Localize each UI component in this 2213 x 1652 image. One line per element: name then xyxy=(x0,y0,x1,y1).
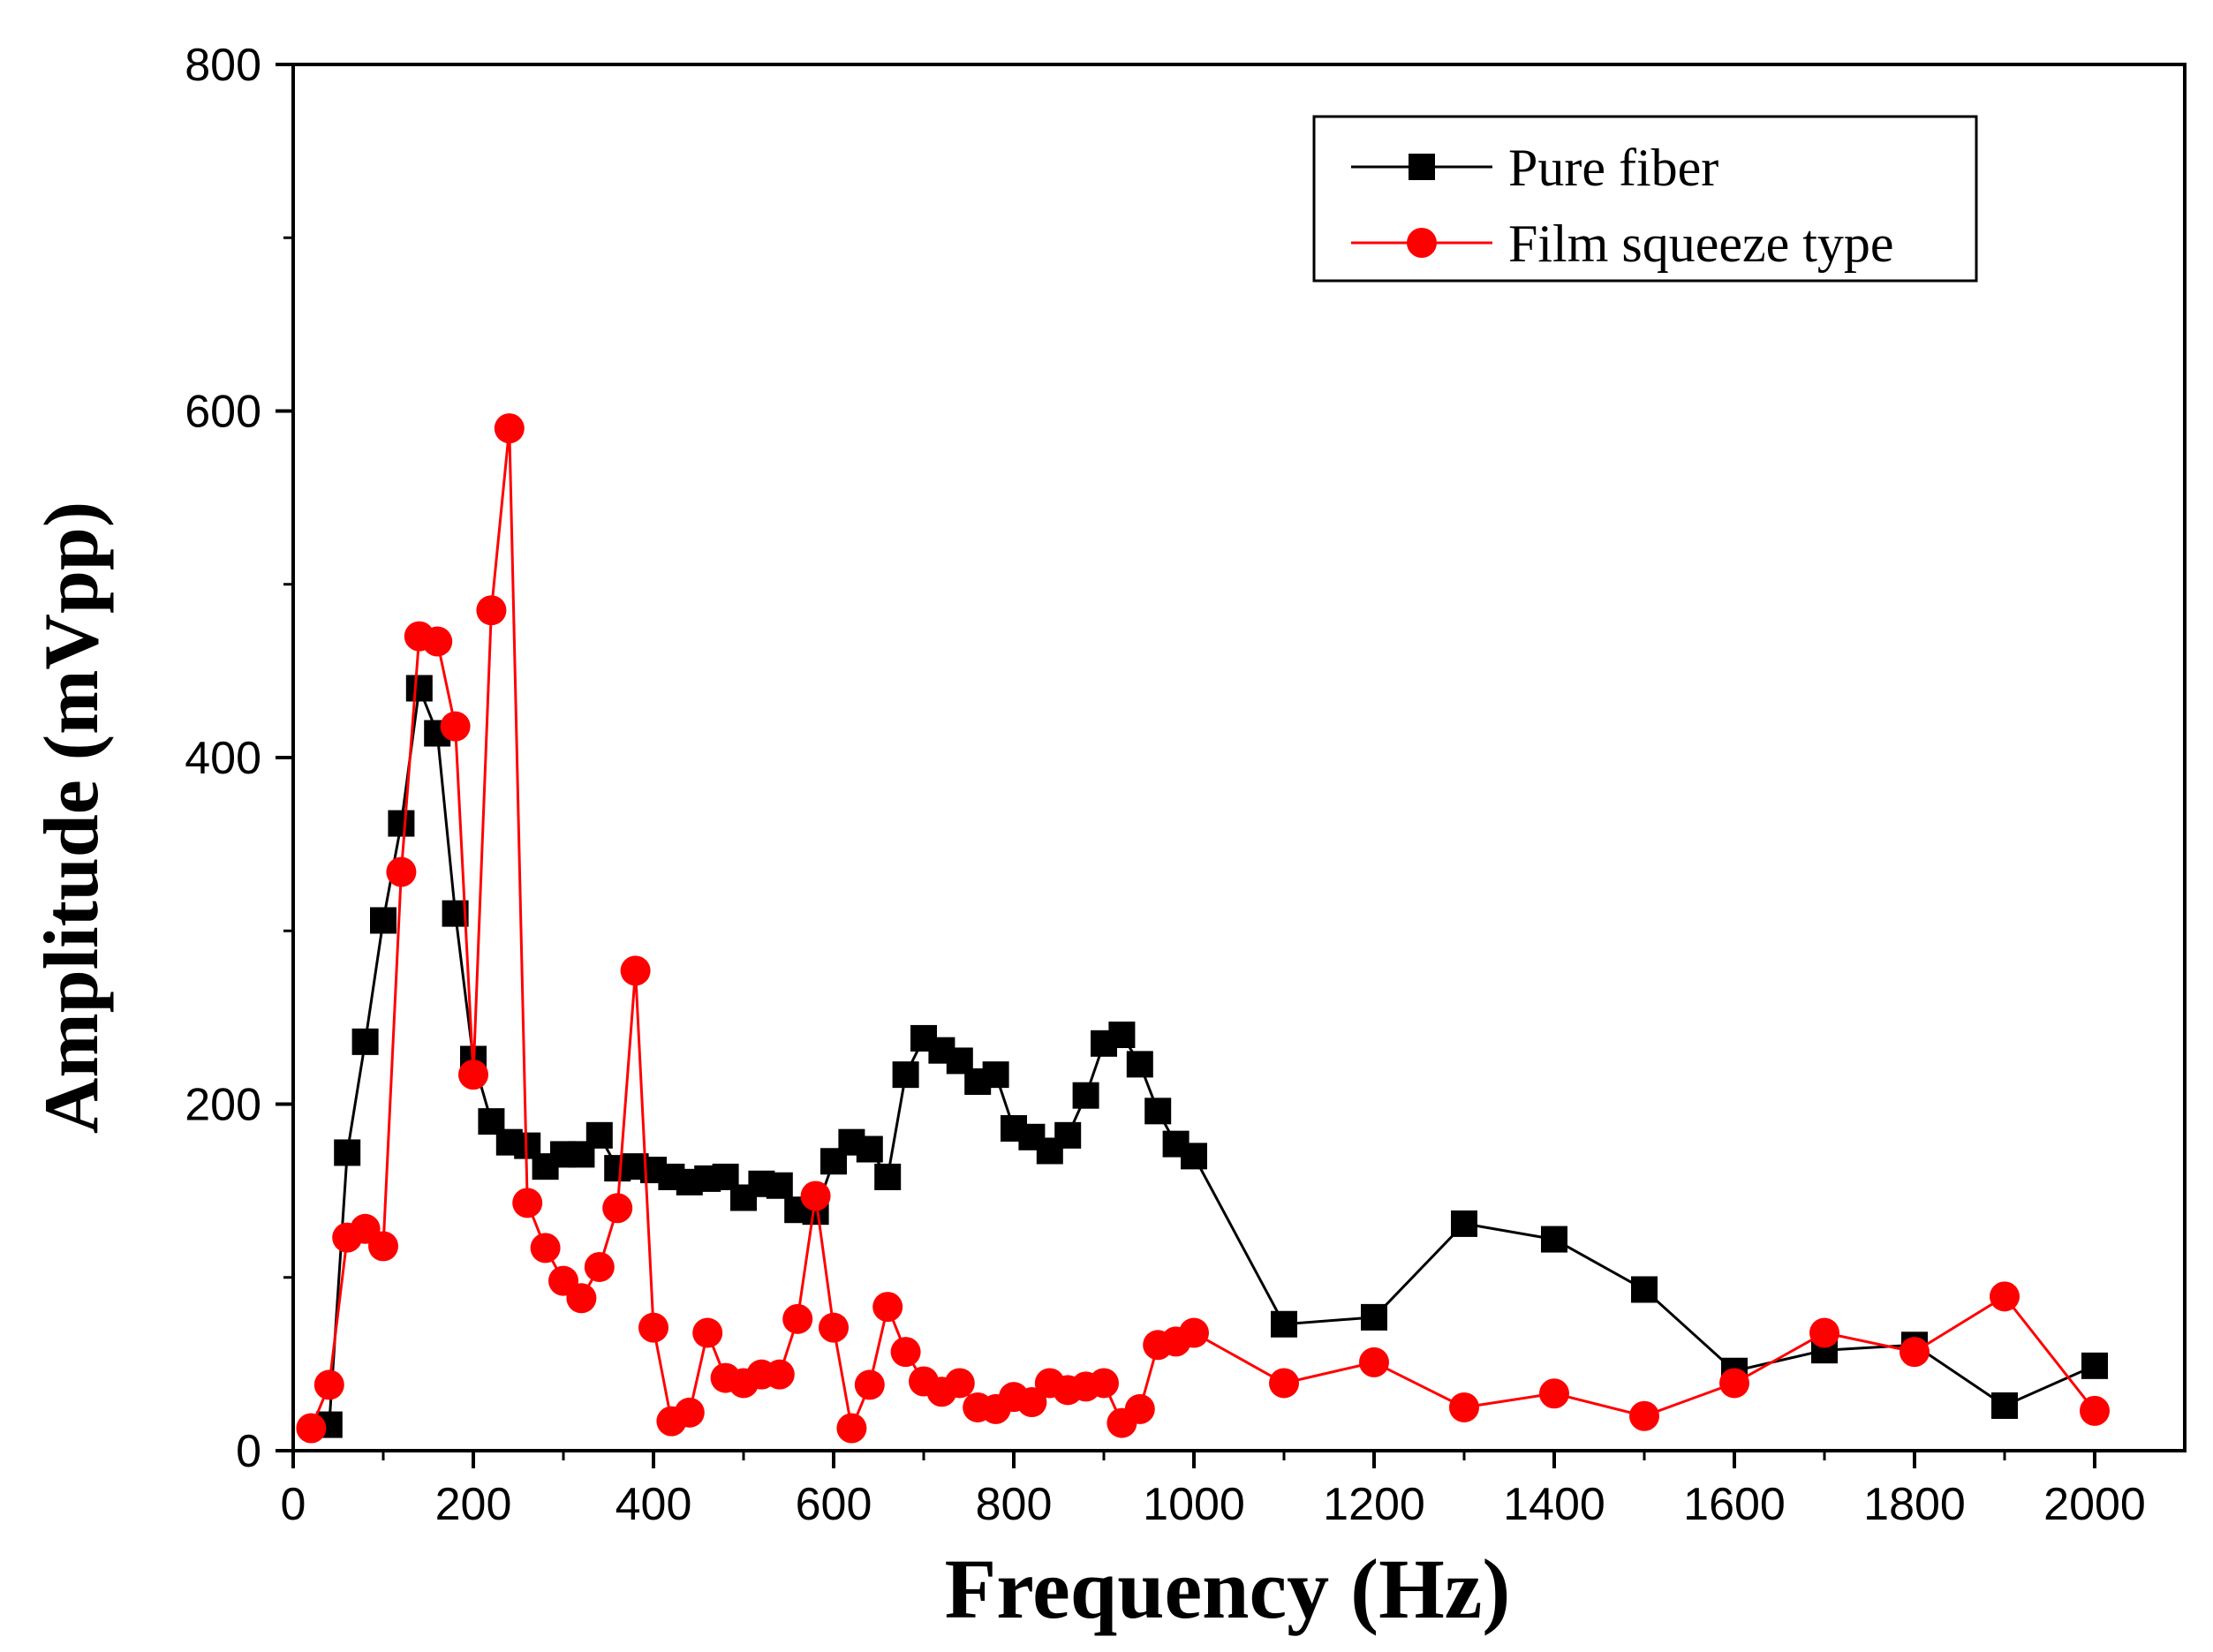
data-point-pure-fiber xyxy=(766,1172,793,1199)
data-point-film-squeeze-type xyxy=(1449,1392,1479,1422)
data-point-pure-fiber xyxy=(351,1028,379,1055)
data-point-pure-fiber xyxy=(892,1061,919,1089)
data-point-film-squeeze-type xyxy=(854,1369,885,1400)
data-point-film-squeeze-type xyxy=(1089,1368,1119,1399)
legend-film-squeeze-label: Film squeeze type xyxy=(1508,215,1894,273)
data-point-film-squeeze-type xyxy=(602,1193,633,1224)
data-point-film-squeeze-type xyxy=(530,1233,561,1264)
data-point-film-squeeze-type xyxy=(800,1181,831,1211)
data-point-film-squeeze-type xyxy=(1269,1368,1299,1399)
data-point-film-squeeze-type xyxy=(836,1413,867,1444)
x-tick-label: 1600 xyxy=(1683,1479,1786,1530)
x-tick-label: 2000 xyxy=(2043,1479,2146,1530)
y-tick-label: 400 xyxy=(185,733,261,784)
series-layer xyxy=(296,413,2110,1444)
data-point-film-squeeze-type xyxy=(872,1292,903,1323)
series-line-pure-fiber xyxy=(328,683,2096,1425)
data-point-film-squeeze-type xyxy=(782,1303,813,1334)
data-point-film-squeeze-type xyxy=(1359,1346,1389,1377)
data-point-film-squeeze-type xyxy=(458,1060,488,1090)
ticks: 0 200 400 600 800 1000 1200 1400 1600 1800 2000 0 20… xyxy=(185,40,2146,1530)
data-point-pure-fiber xyxy=(334,1139,361,1166)
data-point-film-squeeze-type xyxy=(819,1312,849,1343)
data-point-film-squeeze-type xyxy=(1539,1378,1569,1409)
data-point-pure-fiber xyxy=(1126,1051,1153,1078)
data-point-film-squeeze-type xyxy=(1629,1400,1659,1431)
data-point-film-squeeze-type xyxy=(440,711,471,742)
data-point-film-squeeze-type xyxy=(692,1317,723,1348)
series-line-film-squeeze-type xyxy=(310,427,2096,1433)
data-point-pure-fiber xyxy=(370,907,397,934)
x-tick-label: 800 xyxy=(976,1479,1053,1530)
data-point-film-squeeze-type xyxy=(368,1231,398,1262)
data-point-film-squeeze-type xyxy=(386,856,417,887)
data-point-film-squeeze-type xyxy=(1990,1281,2020,1312)
series-film-squeeze-type xyxy=(296,413,2110,1444)
x-tick-label: 600 xyxy=(796,1479,872,1530)
data-point-pure-fiber xyxy=(1054,1121,1082,1149)
data-point-film-squeeze-type xyxy=(584,1251,615,1282)
data-point-pure-fiber xyxy=(1271,1310,1297,1338)
data-point-film-squeeze-type xyxy=(1719,1368,1749,1399)
data-point-pure-fiber xyxy=(2081,1352,2108,1379)
legend: Pure fiber Film squeeze type xyxy=(1312,115,1978,283)
data-point-film-squeeze-type xyxy=(422,626,453,657)
data-point-film-squeeze-type xyxy=(494,413,525,444)
data-point-film-squeeze-type xyxy=(566,1283,597,1314)
data-point-pure-fiber xyxy=(856,1135,883,1163)
data-point-film-squeeze-type xyxy=(890,1337,921,1368)
data-point-film-squeeze-type xyxy=(1809,1317,1839,1348)
data-point-pure-fiber xyxy=(1631,1276,1658,1303)
data-point-film-squeeze-type xyxy=(296,1413,327,1444)
legend-pure-fiber-marker xyxy=(1409,154,1435,180)
x-tick-label: 1000 xyxy=(1143,1479,1245,1530)
data-point-pure-fiber xyxy=(1541,1226,1567,1253)
y-tick-label: 0 xyxy=(236,1426,261,1477)
data-point-film-squeeze-type xyxy=(1016,1387,1047,1418)
y-axis-title: Amplitude (mVpp) xyxy=(29,502,115,1134)
data-point-film-squeeze-type xyxy=(638,1312,668,1343)
data-point-pure-fiber xyxy=(982,1061,1009,1089)
x-axis-title: Frequency (Hz) xyxy=(945,1542,1511,1636)
x-tick-label: 1200 xyxy=(1323,1479,1425,1530)
data-point-film-squeeze-type xyxy=(2080,1395,2110,1426)
x-tick-label: 0 xyxy=(281,1479,306,1530)
x-tick-label: 400 xyxy=(616,1479,692,1530)
data-point-film-squeeze-type xyxy=(674,1397,705,1428)
y-tick-label: 600 xyxy=(185,387,261,438)
data-point-pure-fiber xyxy=(1108,1022,1136,1048)
data-point-pure-fiber xyxy=(1451,1210,1477,1237)
data-point-pure-fiber xyxy=(1181,1143,1207,1170)
data-point-pure-fiber xyxy=(1361,1303,1387,1331)
data-point-pure-fiber xyxy=(874,1163,902,1190)
data-point-pure-fiber xyxy=(1072,1082,1099,1109)
data-point-film-squeeze-type xyxy=(764,1359,795,1390)
data-point-pure-fiber xyxy=(388,810,415,837)
y-tick-label: 200 xyxy=(185,1080,261,1131)
data-point-film-squeeze-type xyxy=(1900,1337,1930,1368)
x-tick-label: 1400 xyxy=(1503,1479,1605,1530)
data-point-film-squeeze-type xyxy=(512,1188,543,1218)
x-tick-label: 200 xyxy=(435,1479,512,1530)
data-point-pure-fiber xyxy=(1991,1392,2018,1419)
y-tick-label: 800 xyxy=(185,40,261,91)
data-point-pure-fiber xyxy=(405,675,433,702)
data-point-film-squeeze-type xyxy=(1179,1317,1209,1348)
data-point-film-squeeze-type xyxy=(1124,1393,1155,1424)
data-point-pure-fiber xyxy=(1144,1098,1172,1125)
data-point-film-squeeze-type xyxy=(313,1369,344,1400)
x-tick-label: 1800 xyxy=(1863,1479,1966,1530)
series-pure-fiber xyxy=(315,675,2108,1438)
data-point-film-squeeze-type xyxy=(620,955,651,986)
legend-film-squeeze-marker xyxy=(1407,228,1437,258)
data-point-film-squeeze-type xyxy=(944,1368,975,1399)
data-point-film-squeeze-type xyxy=(476,595,507,626)
data-point-pure-fiber xyxy=(585,1121,613,1149)
legend-pure-fiber-label: Pure fiber xyxy=(1508,139,1718,197)
